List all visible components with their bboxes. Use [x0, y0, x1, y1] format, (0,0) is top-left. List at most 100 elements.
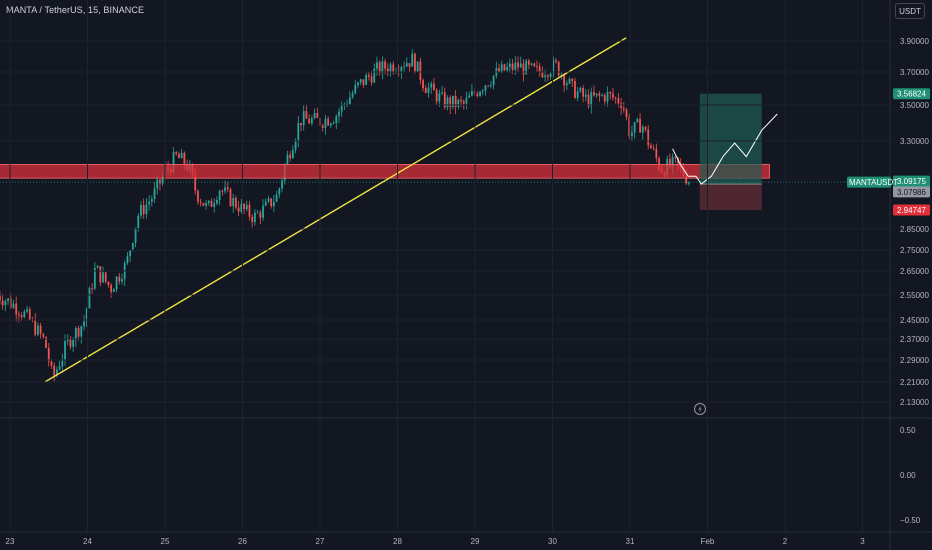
candle-body [300, 122, 302, 126]
candle-body [194, 174, 197, 191]
price-tick-label: 2.65000 [900, 267, 929, 276]
candle-body [362, 79, 365, 85]
currency-button[interactable]: USDT [895, 3, 925, 19]
time-tick-label: 24 [83, 537, 92, 546]
candle-body [536, 66, 538, 68]
candles-layer [0, 49, 690, 382]
candle-body [210, 200, 213, 207]
candle-body [159, 179, 161, 184]
candle-body [42, 333, 45, 337]
candle-body [514, 62, 517, 70]
candle-body [107, 281, 110, 286]
entry-price-tag: 3.07986 [897, 188, 926, 197]
candle-body [161, 176, 164, 184]
candle-body [7, 298, 9, 302]
candle-body [335, 116, 338, 124]
price-tick-label: 2.21000 [900, 378, 929, 387]
candle-body [541, 71, 544, 78]
candle-body [674, 156, 677, 158]
candle-body [522, 63, 525, 75]
candle-body [430, 83, 433, 88]
candle-body [376, 62, 378, 69]
candle-body [302, 111, 305, 126]
candle-body [1, 300, 4, 306]
candle-body [348, 97, 351, 105]
time-tick-label: 29 [471, 537, 480, 546]
candle-body [45, 336, 47, 348]
time-tick-label: 26 [238, 537, 247, 546]
candle-body [498, 68, 500, 72]
candle-body [272, 201, 275, 207]
candle-body [357, 82, 359, 86]
candle-body [489, 85, 492, 87]
candle-body [99, 266, 102, 283]
candle-body [37, 325, 39, 335]
candle-body [560, 74, 563, 76]
candle-body [503, 64, 506, 71]
current-price-tag: 3.09175 [897, 177, 926, 186]
candle-body [576, 91, 579, 98]
candle-body [609, 92, 612, 94]
candle-body [262, 205, 264, 218]
candle-body [104, 272, 107, 282]
candle-body [64, 340, 66, 360]
price-tick-label: 2.45000 [900, 316, 929, 325]
candle-body [77, 328, 80, 337]
candle-body [150, 199, 153, 202]
candle-body [18, 314, 20, 316]
candle-body [389, 64, 392, 72]
candle-body [259, 212, 262, 218]
candle-body [243, 203, 245, 210]
candle-body [69, 338, 72, 347]
time-tick-label: 31 [626, 537, 635, 546]
candle-body [180, 152, 183, 159]
candle-body [115, 276, 118, 290]
candle-body [172, 152, 175, 173]
candle-body [213, 203, 216, 207]
candle-body [297, 122, 300, 141]
price-tick-label: 2.13000 [900, 398, 929, 407]
candle-body [156, 179, 159, 189]
candle-body [153, 188, 156, 200]
candle-body [612, 93, 614, 98]
candle-body [251, 216, 254, 222]
price-tick-label: 2.75000 [900, 246, 929, 255]
candle-body [270, 198, 273, 207]
candle-body [23, 311, 26, 318]
candle-body [527, 60, 530, 65]
candle-body [53, 365, 56, 376]
candle-body [405, 63, 408, 67]
candle-body [644, 126, 647, 130]
candle-body [28, 309, 31, 320]
candle-body [72, 339, 75, 347]
candle-body [137, 215, 140, 228]
candle-body [538, 66, 541, 72]
entry-price-tag-bg [893, 186, 930, 198]
candle-body [256, 212, 259, 214]
candle-body [460, 99, 462, 102]
candle-body [568, 78, 571, 84]
candle-body [408, 63, 411, 67]
candle-body [110, 285, 113, 292]
candle-body [571, 78, 574, 81]
lightning-icon[interactable] [694, 403, 706, 415]
candle-body [278, 188, 281, 195]
candle-body [50, 361, 53, 366]
candle-body [671, 156, 674, 167]
candle-body [294, 140, 297, 150]
candle-body [565, 83, 568, 86]
price-tick-label: 2.55000 [900, 291, 929, 300]
candle-body [620, 103, 622, 108]
candle-body [338, 111, 340, 117]
candle-body [229, 189, 232, 207]
candle-body [506, 66, 509, 71]
candle-body [508, 63, 511, 67]
candle-body [327, 118, 330, 126]
candle-body [131, 243, 134, 251]
candle-body [289, 154, 292, 159]
candle-body [346, 104, 349, 105]
candle-body [511, 63, 514, 70]
candle-body [91, 288, 94, 290]
time-tick-label: 30 [548, 537, 557, 546]
